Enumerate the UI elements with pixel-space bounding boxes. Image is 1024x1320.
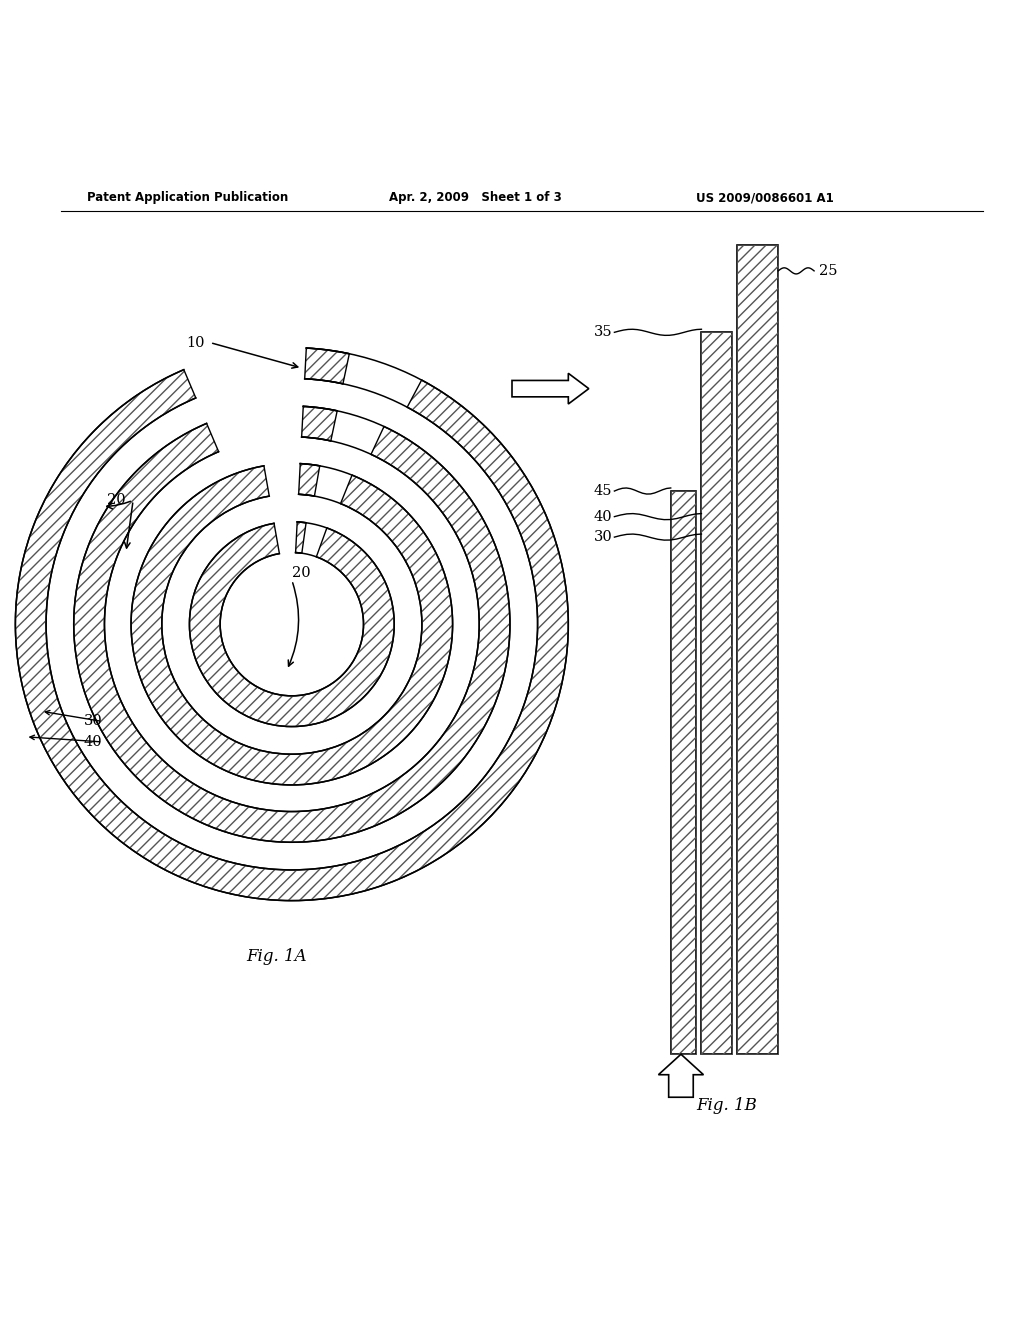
Text: US 2009/0086601 A1: US 2009/0086601 A1 — [696, 191, 835, 205]
Bar — [671, 491, 696, 1055]
Wedge shape — [301, 520, 328, 560]
Text: 10: 10 — [186, 335, 205, 350]
Text: 25: 25 — [819, 264, 838, 279]
Wedge shape — [342, 351, 423, 411]
Text: 45: 45 — [594, 484, 612, 498]
Bar — [701, 333, 732, 1055]
Wedge shape — [15, 347, 568, 900]
Wedge shape — [314, 463, 353, 507]
Text: 40: 40 — [84, 735, 102, 748]
Wedge shape — [263, 461, 300, 499]
Wedge shape — [131, 463, 453, 785]
Wedge shape — [273, 519, 297, 557]
Text: 30: 30 — [594, 531, 612, 544]
Text: Patent Application Publication: Patent Application Publication — [87, 191, 289, 205]
Text: 20: 20 — [292, 566, 310, 579]
Bar — [737, 246, 778, 1055]
Bar — [701, 333, 732, 1055]
Wedge shape — [206, 403, 303, 454]
Wedge shape — [182, 345, 306, 401]
Text: 40: 40 — [594, 510, 612, 524]
Text: Apr. 2, 2009   Sheet 1 of 3: Apr. 2, 2009 Sheet 1 of 3 — [389, 191, 562, 205]
Text: 20: 20 — [108, 494, 126, 507]
Polygon shape — [658, 1055, 703, 1097]
Text: Fig. 1B: Fig. 1B — [696, 1097, 758, 1114]
Polygon shape — [512, 374, 589, 404]
Bar — [671, 491, 696, 1055]
Text: 35: 35 — [594, 325, 612, 339]
Text: 30: 30 — [84, 714, 102, 729]
Text: Fig. 1A: Fig. 1A — [246, 949, 307, 965]
Wedge shape — [189, 521, 394, 726]
Wedge shape — [74, 407, 510, 842]
Bar — [737, 246, 778, 1055]
Wedge shape — [330, 408, 385, 457]
